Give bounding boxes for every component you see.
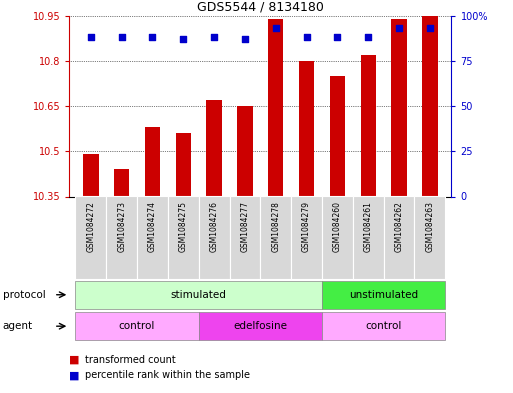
Bar: [175, 133, 191, 196]
Bar: [199, 196, 229, 279]
Text: GSM1084278: GSM1084278: [271, 200, 280, 252]
Bar: [299, 61, 314, 196]
Text: GSM1084263: GSM1084263: [425, 200, 435, 252]
Bar: [322, 281, 445, 309]
Bar: [268, 19, 284, 196]
Text: GSM1084274: GSM1084274: [148, 200, 157, 252]
Bar: [114, 169, 129, 196]
Bar: [391, 19, 407, 196]
Bar: [322, 312, 445, 340]
Bar: [237, 106, 252, 196]
Bar: [75, 312, 199, 340]
Bar: [422, 16, 438, 196]
Bar: [145, 127, 160, 196]
Point: [272, 25, 280, 31]
Text: protocol: protocol: [3, 290, 45, 300]
Text: transformed count: transformed count: [85, 354, 175, 365]
Text: GSM1084272: GSM1084272: [86, 200, 95, 252]
Bar: [229, 196, 261, 279]
Text: GSM1084275: GSM1084275: [179, 200, 188, 252]
Point: [364, 34, 372, 40]
Bar: [168, 196, 199, 279]
Bar: [137, 196, 168, 279]
Point: [395, 25, 403, 31]
Bar: [75, 196, 106, 279]
Text: ■: ■: [69, 354, 80, 365]
Point: [303, 34, 311, 40]
Bar: [353, 196, 384, 279]
Text: GSM1084279: GSM1084279: [302, 200, 311, 252]
Point: [333, 34, 342, 40]
Point: [241, 36, 249, 42]
Bar: [415, 196, 445, 279]
Text: unstimulated: unstimulated: [349, 290, 418, 300]
Text: control: control: [365, 321, 402, 331]
Point: [117, 34, 126, 40]
Bar: [361, 55, 376, 196]
Bar: [261, 196, 291, 279]
Point: [426, 25, 434, 31]
Text: agent: agent: [3, 321, 33, 331]
Text: GSM1084277: GSM1084277: [241, 200, 249, 252]
Title: GDS5544 / 8134180: GDS5544 / 8134180: [197, 0, 324, 13]
Bar: [106, 196, 137, 279]
Text: GSM1084261: GSM1084261: [364, 200, 373, 252]
Text: ■: ■: [69, 370, 80, 380]
Text: control: control: [119, 321, 155, 331]
Text: GSM1084260: GSM1084260: [333, 200, 342, 252]
Bar: [291, 196, 322, 279]
Text: stimulated: stimulated: [171, 290, 227, 300]
Text: percentile rank within the sample: percentile rank within the sample: [85, 370, 250, 380]
Point: [210, 34, 218, 40]
Bar: [206, 100, 222, 196]
Point: [179, 36, 187, 42]
Point: [148, 34, 156, 40]
Text: GSM1084273: GSM1084273: [117, 200, 126, 252]
Bar: [83, 154, 98, 196]
Text: GSM1084276: GSM1084276: [210, 200, 219, 252]
Text: edelfosine: edelfosine: [233, 321, 287, 331]
Point: [87, 34, 95, 40]
Text: GSM1084262: GSM1084262: [394, 200, 404, 252]
Bar: [384, 196, 415, 279]
Bar: [75, 281, 322, 309]
Bar: [330, 76, 345, 196]
Bar: [322, 196, 353, 279]
Bar: [199, 312, 322, 340]
